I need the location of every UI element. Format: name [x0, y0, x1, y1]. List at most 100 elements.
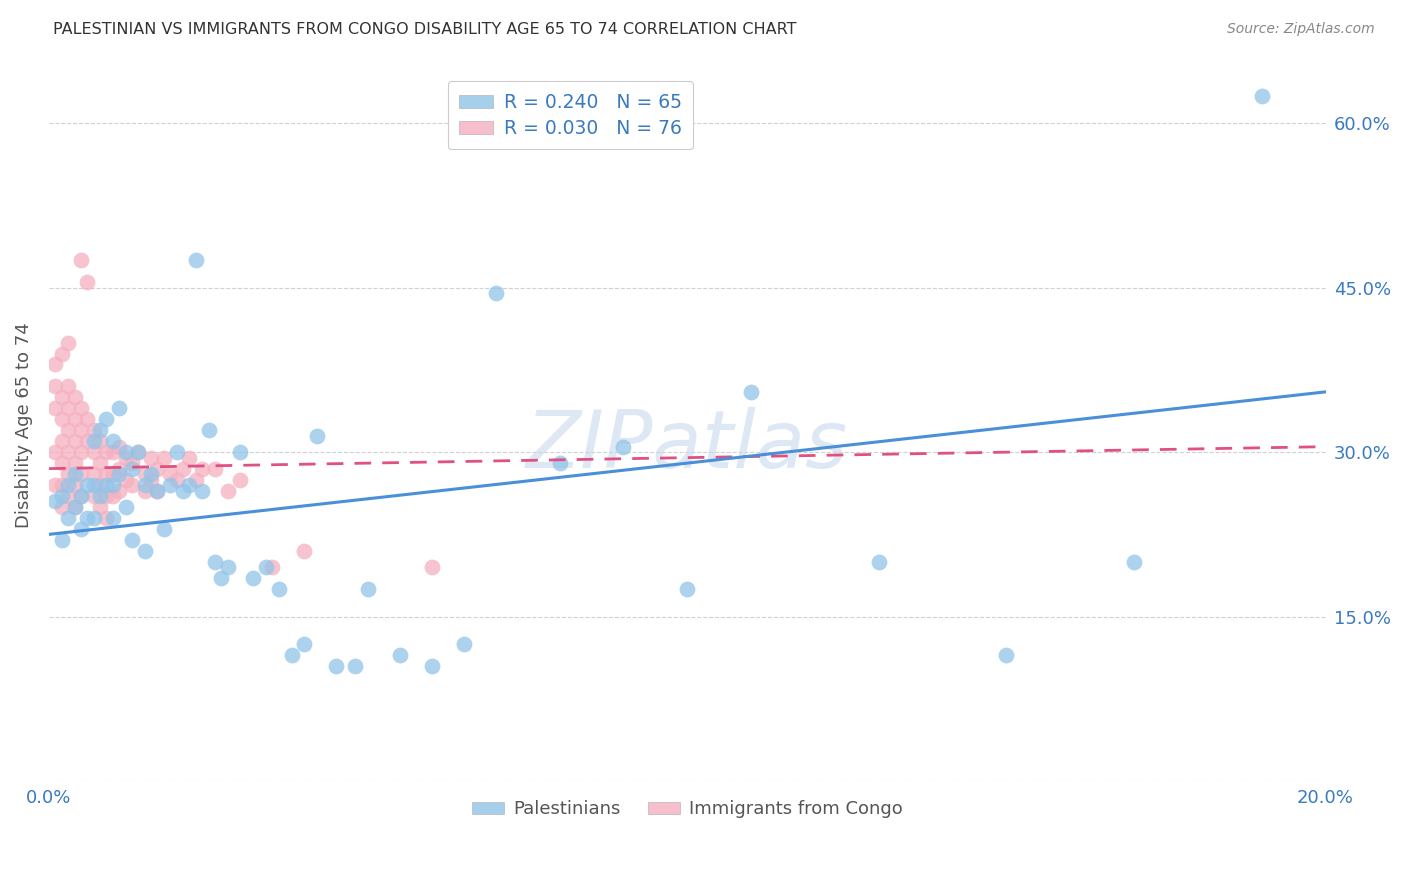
Point	[51, 346, 73, 360]
Point	[70, 489, 93, 503]
Point	[56, 335, 79, 350]
Point	[172, 483, 194, 498]
Point	[204, 555, 226, 569]
Point	[159, 478, 181, 492]
Point	[70, 467, 93, 481]
Point	[83, 511, 105, 525]
Point	[114, 450, 136, 465]
Point	[197, 423, 219, 437]
Point	[44, 379, 66, 393]
Point	[453, 637, 475, 651]
Point	[76, 434, 98, 449]
Point	[166, 445, 188, 459]
Point	[76, 511, 98, 525]
Point	[108, 461, 131, 475]
Point	[51, 390, 73, 404]
Point	[56, 489, 79, 503]
Point	[96, 511, 118, 525]
Point	[63, 456, 86, 470]
Point	[63, 467, 86, 481]
Point	[134, 483, 156, 498]
Point	[179, 450, 201, 465]
Point	[159, 467, 181, 481]
Point	[121, 461, 143, 475]
Point	[63, 478, 86, 492]
Point	[44, 401, 66, 416]
Point	[139, 467, 162, 481]
Point	[51, 489, 73, 503]
Point	[127, 445, 149, 459]
Legend: Palestinians, Immigrants from Congo: Palestinians, Immigrants from Congo	[464, 793, 910, 825]
Point	[96, 445, 118, 459]
Point	[51, 412, 73, 426]
Point	[121, 533, 143, 547]
Point	[70, 423, 93, 437]
Point	[280, 648, 302, 662]
Point	[44, 478, 66, 492]
Point	[153, 522, 176, 536]
Point	[344, 659, 367, 673]
Point	[44, 358, 66, 372]
Point	[868, 555, 890, 569]
Point	[76, 478, 98, 492]
Point	[485, 286, 508, 301]
Point	[139, 473, 162, 487]
Point	[96, 467, 118, 481]
Point	[242, 571, 264, 585]
Point	[292, 637, 315, 651]
Point	[262, 560, 284, 574]
Point	[76, 275, 98, 289]
Point	[127, 445, 149, 459]
Point	[56, 478, 79, 492]
Point	[108, 440, 131, 454]
Point	[612, 440, 634, 454]
Point	[56, 511, 79, 525]
Point	[44, 494, 66, 508]
Point	[146, 483, 169, 498]
Point	[89, 489, 111, 503]
Y-axis label: Disability Age 65 to 74: Disability Age 65 to 74	[15, 322, 32, 528]
Point	[51, 478, 73, 492]
Point	[229, 445, 252, 459]
Point	[420, 659, 443, 673]
Point	[83, 445, 105, 459]
Point	[357, 582, 380, 597]
Point	[51, 533, 73, 547]
Point	[56, 423, 79, 437]
Point	[96, 489, 118, 503]
Point	[101, 478, 124, 492]
Point	[114, 500, 136, 514]
Point	[1250, 89, 1272, 103]
Point	[217, 483, 239, 498]
Point	[76, 412, 98, 426]
Point	[101, 511, 124, 525]
Point	[548, 456, 571, 470]
Point	[56, 379, 79, 393]
Point	[56, 467, 79, 481]
Point	[1123, 555, 1146, 569]
Point	[139, 450, 162, 465]
Point	[121, 478, 143, 492]
Point	[267, 582, 290, 597]
Point	[83, 489, 105, 503]
Point	[56, 445, 79, 459]
Point	[63, 500, 86, 514]
Point	[101, 489, 124, 503]
Point	[63, 434, 86, 449]
Point	[89, 434, 111, 449]
Point	[146, 461, 169, 475]
Point	[134, 544, 156, 558]
Point	[63, 500, 86, 514]
Point	[51, 456, 73, 470]
Point	[108, 467, 131, 481]
Point	[83, 478, 105, 492]
Point	[254, 560, 277, 574]
Point	[146, 483, 169, 498]
Point	[217, 560, 239, 574]
Point	[89, 478, 111, 492]
Point	[114, 445, 136, 459]
Point	[292, 544, 315, 558]
Point	[83, 423, 105, 437]
Point	[305, 428, 328, 442]
Point	[108, 401, 131, 416]
